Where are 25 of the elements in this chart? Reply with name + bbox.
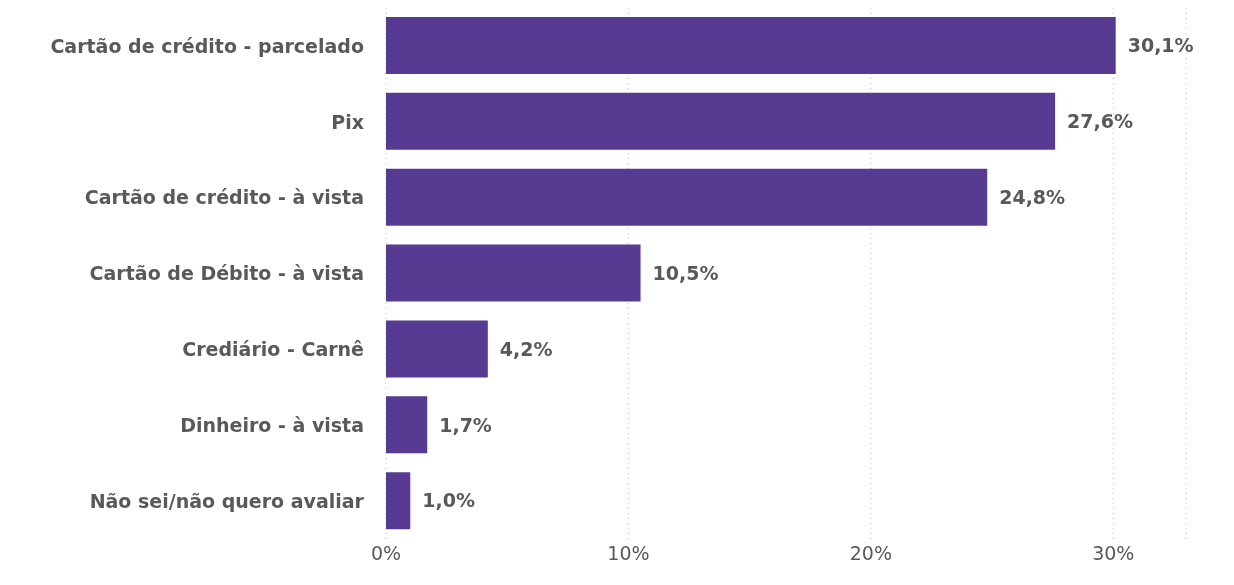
- data-label: 24,8%: [999, 185, 1066, 208]
- bar: [386, 396, 428, 454]
- bar: [386, 244, 641, 302]
- data-label: 1,7%: [439, 413, 492, 436]
- bar: [386, 472, 411, 530]
- bar: [386, 168, 988, 226]
- data-label: 10,5%: [652, 261, 719, 284]
- y-tick-label: Dinheiro - à vista: [180, 413, 364, 436]
- bar: [386, 92, 1056, 150]
- x-tick-label: 20%: [849, 542, 892, 565]
- y-tick-label: Cartão de crédito - à vista: [84, 186, 364, 209]
- y-tick-label: Não sei/não quero avaliar: [89, 489, 365, 512]
- data-label: 30,1%: [1127, 34, 1194, 57]
- y-tick-label: Cartão de Débito - à vista: [89, 262, 364, 285]
- x-tick-label: 10%: [607, 542, 650, 565]
- y-tick-label: Cartão de crédito - parcelado: [50, 34, 364, 57]
- bar: [386, 320, 488, 378]
- y-tick-label: Crediário - Carnê: [182, 338, 364, 361]
- data-label: 4,2%: [499, 337, 553, 360]
- x-tick-label: 0%: [370, 542, 402, 565]
- y-tick-label: Pix: [331, 110, 364, 133]
- bar: [386, 17, 1116, 74]
- data-label: 1,0%: [422, 489, 475, 512]
- data-label: 27,6%: [1067, 110, 1134, 133]
- x-tick-label: 30%: [1092, 542, 1135, 565]
